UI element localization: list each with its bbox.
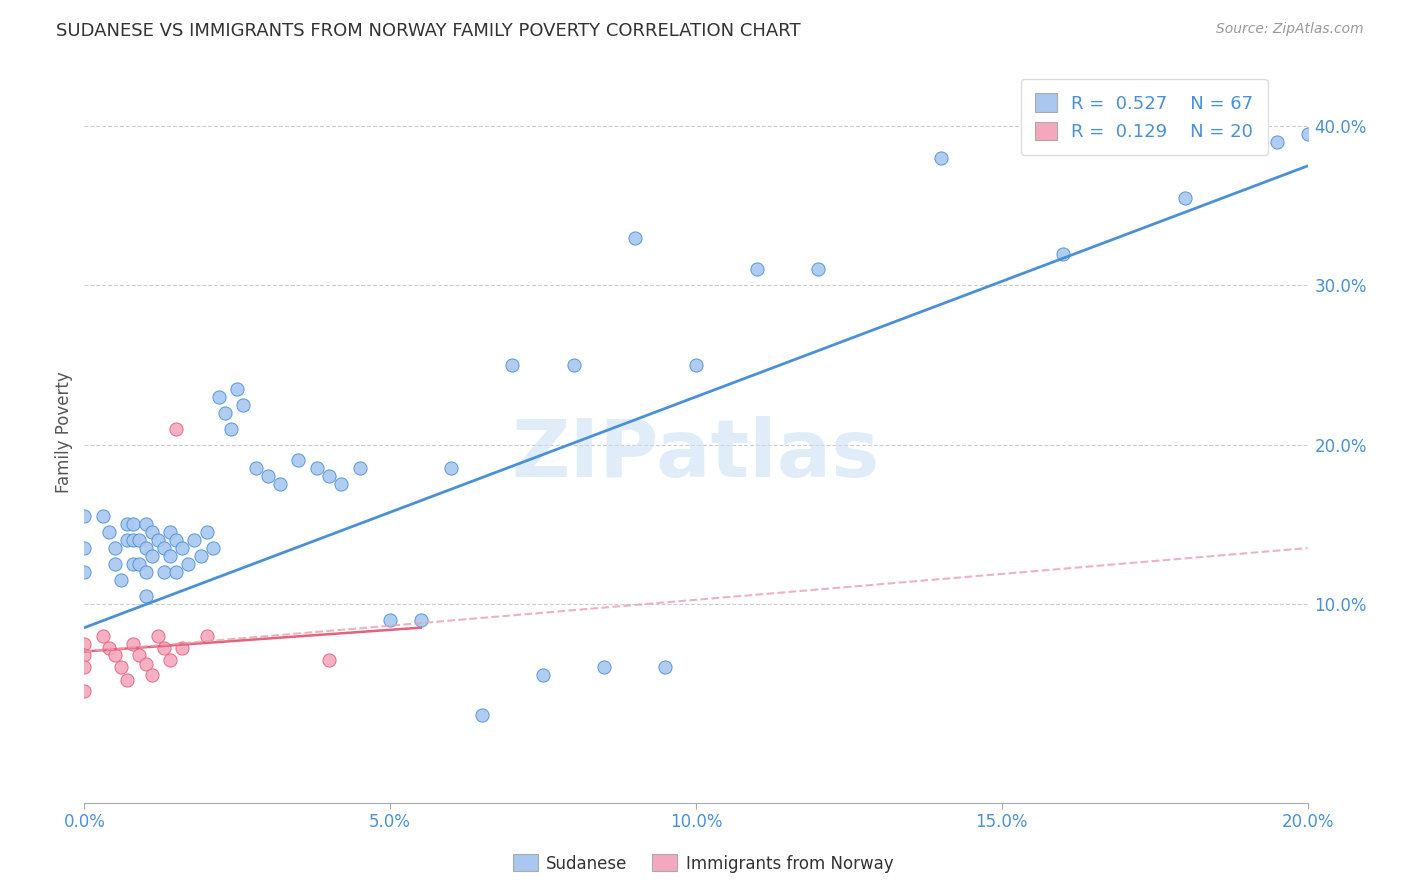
Point (159, 549, 181, 563)
Text: ZIPatlas: ZIPatlas (512, 416, 880, 494)
Point (91, 629, 114, 643)
Point (195, 525, 218, 540)
Point (245, 461, 267, 475)
Point (165, 565, 187, 579)
Point (409, 613, 432, 627)
Point (380, 613, 402, 627)
Point (208, 390, 231, 404)
Point (115, 533, 138, 547)
Point (91, 509, 114, 524)
Point (128, 533, 150, 547)
Point (73, 509, 96, 524)
Point (97, 641, 120, 656)
Point (471, 708, 494, 723)
Point (440, 461, 463, 475)
Point (135, 565, 157, 579)
Point (219, 422, 242, 436)
Point (624, 230, 647, 244)
Point (1265, 135, 1288, 149)
Point (747, 262, 769, 277)
Point (153, 541, 176, 555)
Legend: R =  0.527    N = 67, R =  0.129    N = 20: R = 0.527 N = 67, R = 0.129 N = 20 (1021, 78, 1268, 155)
Point (122, 517, 145, 532)
Point (929, 151, 952, 165)
Point (73, 637, 96, 651)
Point (104, 557, 127, 571)
Point (318, 652, 340, 666)
Point (73, 648, 96, 662)
Point (287, 453, 309, 467)
Point (807, 262, 830, 277)
Point (128, 557, 150, 571)
Point (195, 629, 218, 643)
Point (165, 422, 187, 436)
Point (349, 461, 371, 475)
Point (502, 358, 524, 372)
Point (153, 641, 176, 656)
Point (122, 533, 145, 547)
Point (305, 461, 328, 475)
Point (110, 573, 132, 587)
Point (269, 477, 291, 491)
Point (146, 629, 169, 643)
Point (654, 660, 676, 674)
Point (146, 533, 169, 547)
Point (141, 525, 163, 540)
Point (128, 648, 150, 662)
Point (177, 557, 200, 571)
Point (593, 660, 616, 674)
Point (73, 565, 96, 579)
Point (104, 541, 127, 555)
Point (257, 469, 280, 483)
Point (97, 525, 120, 540)
Point (318, 469, 340, 483)
Point (226, 382, 249, 396)
Point (135, 657, 157, 672)
Y-axis label: Family Poverty: Family Poverty (55, 372, 73, 493)
Point (165, 533, 187, 547)
Point (1296, 127, 1319, 141)
Point (201, 541, 224, 555)
Point (232, 398, 254, 412)
Point (685, 358, 707, 372)
Point (135, 589, 157, 603)
Point (115, 673, 138, 688)
Point (172, 541, 194, 555)
Point (73, 660, 96, 674)
Point (141, 549, 163, 563)
Point (135, 541, 157, 555)
Point (73, 541, 96, 555)
Point (214, 406, 236, 420)
Point (115, 517, 138, 532)
Point (172, 641, 194, 656)
Point (1052, 246, 1074, 260)
Point (110, 660, 132, 674)
Point (562, 358, 585, 372)
Text: SUDANESE VS IMMIGRANTS FROM NORWAY FAMILY POVERTY CORRELATION CHART: SUDANESE VS IMMIGRANTS FROM NORWAY FAMIL… (56, 22, 801, 40)
Point (183, 533, 205, 547)
Point (135, 517, 157, 532)
Point (159, 525, 181, 540)
Point (1236, 103, 1258, 118)
Point (122, 557, 145, 571)
Point (141, 668, 163, 682)
Point (1174, 191, 1197, 205)
Point (159, 652, 181, 666)
Text: Source: ZipAtlas.com: Source: ZipAtlas.com (1216, 22, 1364, 37)
Point (330, 477, 353, 491)
Legend: Sudanese, Immigrants from Norway: Sudanese, Immigrants from Norway (506, 847, 900, 880)
Point (73, 684, 96, 698)
Point (190, 549, 212, 563)
Point (153, 565, 176, 579)
Point (531, 668, 554, 682)
Point (122, 637, 145, 651)
Point (104, 648, 127, 662)
